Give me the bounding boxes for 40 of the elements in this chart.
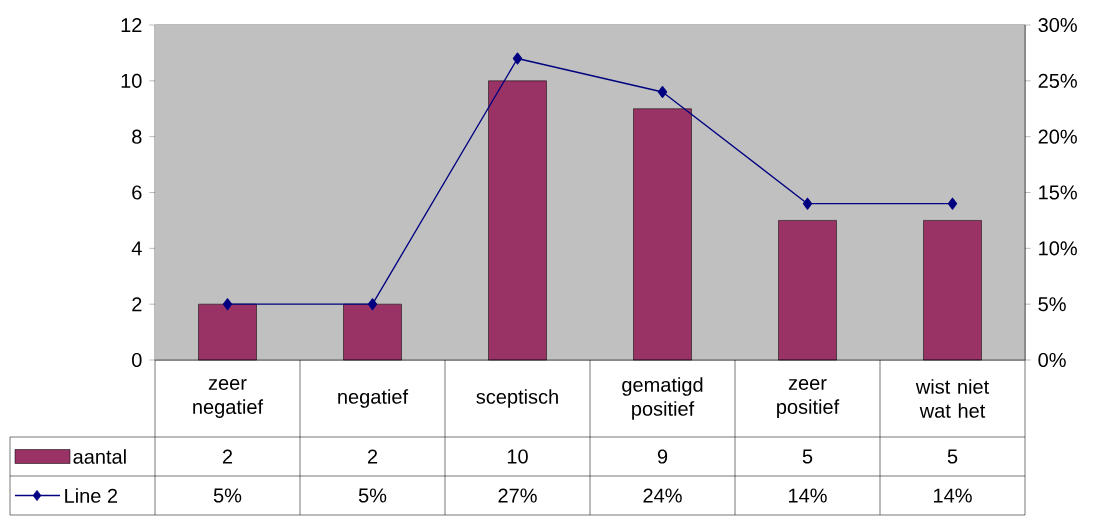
y2-tick-label: 20% xyxy=(1038,129,1077,144)
point xyxy=(657,85,668,98)
x-tick-label: wist niet wat het xyxy=(915,379,990,418)
x-tick-label: zeer negatief xyxy=(193,379,264,418)
data-label: 5% xyxy=(358,488,387,503)
data-label: 5 xyxy=(947,449,958,464)
data-label: 2 xyxy=(222,449,233,464)
y-tick-label: 10 xyxy=(121,73,142,88)
point xyxy=(512,52,523,65)
legend-label: aantal xyxy=(73,449,126,464)
point xyxy=(367,298,378,311)
y2-tick-label: 5% xyxy=(1038,297,1066,312)
y-tick-label: 6 xyxy=(132,185,142,200)
y2-tick-label: 30% xyxy=(1038,17,1077,33)
y-tick-label: 2 xyxy=(132,297,142,312)
x-tick-label: gematigd positief xyxy=(622,377,703,420)
x-tick-label: sceptisch xyxy=(476,389,558,408)
data-label: 24% xyxy=(643,488,682,503)
y-tick-label: 12 xyxy=(121,18,142,32)
data-label: 14% xyxy=(934,488,972,503)
data-label: 27% xyxy=(498,488,537,503)
data-label: 2 xyxy=(367,449,378,464)
y2-tick-label: 15% xyxy=(1039,185,1077,200)
point xyxy=(222,298,233,311)
legend-label: Line 2 xyxy=(65,488,118,503)
data-label: 5 xyxy=(802,449,813,464)
data-label: 10 xyxy=(507,449,528,464)
y-tick-label: 4 xyxy=(131,241,142,256)
data-label: 9 xyxy=(657,449,668,464)
y2-tick-label: 0% xyxy=(1038,352,1066,368)
point xyxy=(947,197,958,210)
data-label: 5% xyxy=(213,488,242,503)
data-label: 14% xyxy=(789,488,827,503)
x-tick-label: negatief xyxy=(338,389,409,408)
y-tick-label: 0 xyxy=(132,352,142,368)
y2-tick-label: 10% xyxy=(1039,241,1077,256)
x-tick-label: zeer positief xyxy=(777,379,840,418)
point xyxy=(802,197,813,210)
y2-tick-label: 25% xyxy=(1038,73,1077,88)
y-tick-label: 8 xyxy=(132,129,142,144)
